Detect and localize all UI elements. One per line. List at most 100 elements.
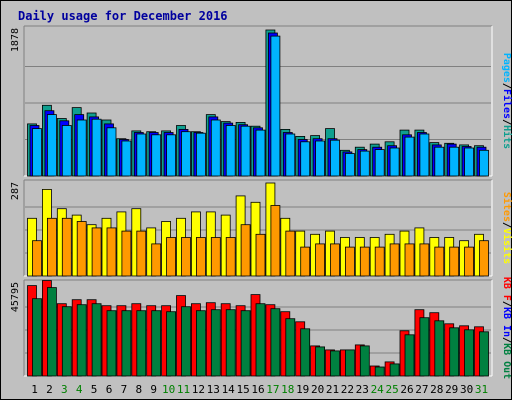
- bar-sites-day-16: [255, 233, 266, 277]
- day-label: 27: [415, 383, 428, 396]
- bar-pages-day-23: [359, 150, 370, 177]
- day-label: 5: [91, 383, 98, 396]
- bar-sites-day-11: [181, 237, 191, 277]
- bar-sites-day-21: [330, 243, 340, 277]
- legend-kbytes: KB F/KB In/KB Out: [501, 277, 512, 379]
- day-label: 20: [311, 383, 324, 396]
- day-label: 6: [106, 383, 113, 396]
- day-label: 29: [445, 383, 458, 396]
- bar-kb-out-day-11: [181, 306, 191, 377]
- bar-kb-out-day-9: [151, 310, 162, 377]
- legend-entry: /: [501, 301, 512, 307]
- bar-pages-day-26: [404, 136, 415, 177]
- day-label: 22: [341, 383, 354, 396]
- bar-kb-out-day-8: [136, 310, 147, 377]
- bar-kb-out-day-16: [255, 303, 266, 377]
- day-label: 15: [236, 383, 249, 396]
- chart-title: Daily usage for December 2016: [18, 9, 228, 23]
- bar-sites-day-15: [240, 224, 251, 277]
- bar-kb-out-day-19: [300, 328, 311, 377]
- day-label: 10: [162, 383, 175, 396]
- bar-kb-out-day-4: [76, 304, 87, 377]
- bar-kb-out-day-13: [210, 309, 221, 377]
- bar-kb-out-day-22: [344, 349, 355, 377]
- bar-kb-out-day-18: [285, 318, 296, 377]
- day-label: 24: [371, 383, 385, 396]
- bar-sites-day-10: [166, 237, 177, 277]
- bar-sites-day-5: [91, 227, 102, 277]
- day-label: 26: [400, 383, 413, 396]
- bar-pages-day-15: [240, 125, 251, 177]
- legend-entry: KB In: [501, 307, 512, 337]
- bar-kb-out-day-24: [374, 366, 385, 377]
- bar-pages-day-3: [61, 125, 72, 177]
- bar-pages-day-4: [76, 119, 87, 177]
- bar-pages-day-24: [374, 149, 385, 177]
- day-label: 23: [356, 383, 369, 396]
- day-label: 19: [296, 383, 309, 396]
- bar-sites-day-24: [374, 246, 385, 277]
- bar-pages-day-13: [210, 119, 221, 177]
- bar-kb-out-day-7: [121, 310, 132, 377]
- bar-sites-day-19: [300, 246, 311, 277]
- day-labels: 1 2 3 4 5 6 7 8 9 10 11 12 13 14 15 16 17 18 19 20 21 22 23 24 2…: [31, 383, 488, 396]
- legend-visits: Sites/Visits: [501, 192, 512, 264]
- day-label: 11: [177, 383, 190, 396]
- legend-entry: KB Out: [501, 343, 512, 379]
- bar-sites-day-20: [315, 243, 326, 277]
- day-label: 31: [475, 383, 488, 396]
- day-label: 14: [222, 383, 236, 396]
- bar-kb-out-day-1: [32, 298, 42, 377]
- bar-sites-day-8: [136, 230, 147, 277]
- bar-kb-out-day-26: [404, 334, 415, 377]
- day-label: 2: [46, 383, 53, 396]
- bar-pages-day-7: [121, 140, 132, 177]
- y-max-label: 287: [10, 182, 21, 200]
- bar-sites-day-3: [61, 217, 72, 277]
- bar-kb-out-day-14: [225, 309, 236, 377]
- panel-visits: 287 Sites/Visits: [10, 179, 512, 277]
- bar-kb-out-day-31: [479, 331, 489, 377]
- day-label: 13: [207, 383, 220, 396]
- bar-pages-day-1: [32, 128, 42, 177]
- legend-hits: Pages/Files/Hits: [501, 53, 512, 149]
- bar-pages-day-18: [285, 133, 296, 177]
- bar-kb-out-day-6: [106, 310, 117, 377]
- day-label: 25: [385, 383, 398, 396]
- bar-pages-day-31: [479, 149, 489, 177]
- bar-kb-out-day-30: [464, 329, 475, 377]
- bar-kb-out-day-10: [166, 311, 177, 377]
- bar-pages-day-14: [225, 125, 236, 177]
- bar-sites-day-17: [270, 205, 281, 277]
- bar-pages-day-6: [106, 127, 117, 177]
- bar-sites-day-6: [106, 227, 117, 277]
- bar-sites-day-12: [195, 237, 206, 277]
- bar-pages-day-25: [389, 147, 400, 177]
- day-label: 4: [76, 383, 83, 396]
- bar-pages-day-20: [315, 140, 326, 177]
- bar-pages-day-19: [300, 141, 311, 177]
- bar-pages-day-22: [344, 153, 355, 177]
- bar-sites-day-18: [285, 230, 296, 277]
- bar-pages-day-9: [151, 134, 162, 177]
- bar-kb-out-day-27: [419, 317, 430, 377]
- day-label: 17: [266, 383, 279, 396]
- bar-sites-day-25: [389, 243, 400, 277]
- legend-entry: /: [501, 222, 512, 228]
- day-label: 8: [135, 383, 142, 396]
- bar-sites-day-23: [359, 246, 370, 277]
- bar-pages-day-21: [330, 139, 340, 177]
- day-label: 18: [281, 383, 294, 396]
- day-label: 7: [121, 383, 128, 396]
- panel-kbytes: 45795 KB F/KB In/KB Out: [10, 277, 512, 379]
- bar-kb-out-day-3: [61, 306, 72, 377]
- day-label: 30: [460, 383, 473, 396]
- bar-kb-out-day-2: [47, 287, 57, 377]
- bar-pages-day-12: [195, 132, 206, 177]
- bar-sites-day-7: [121, 230, 132, 277]
- bar-sites-day-26: [404, 243, 415, 277]
- bar-kb-out-day-20: [315, 346, 326, 377]
- bar-kb-out-day-25: [389, 363, 400, 377]
- day-label: 21: [326, 383, 339, 396]
